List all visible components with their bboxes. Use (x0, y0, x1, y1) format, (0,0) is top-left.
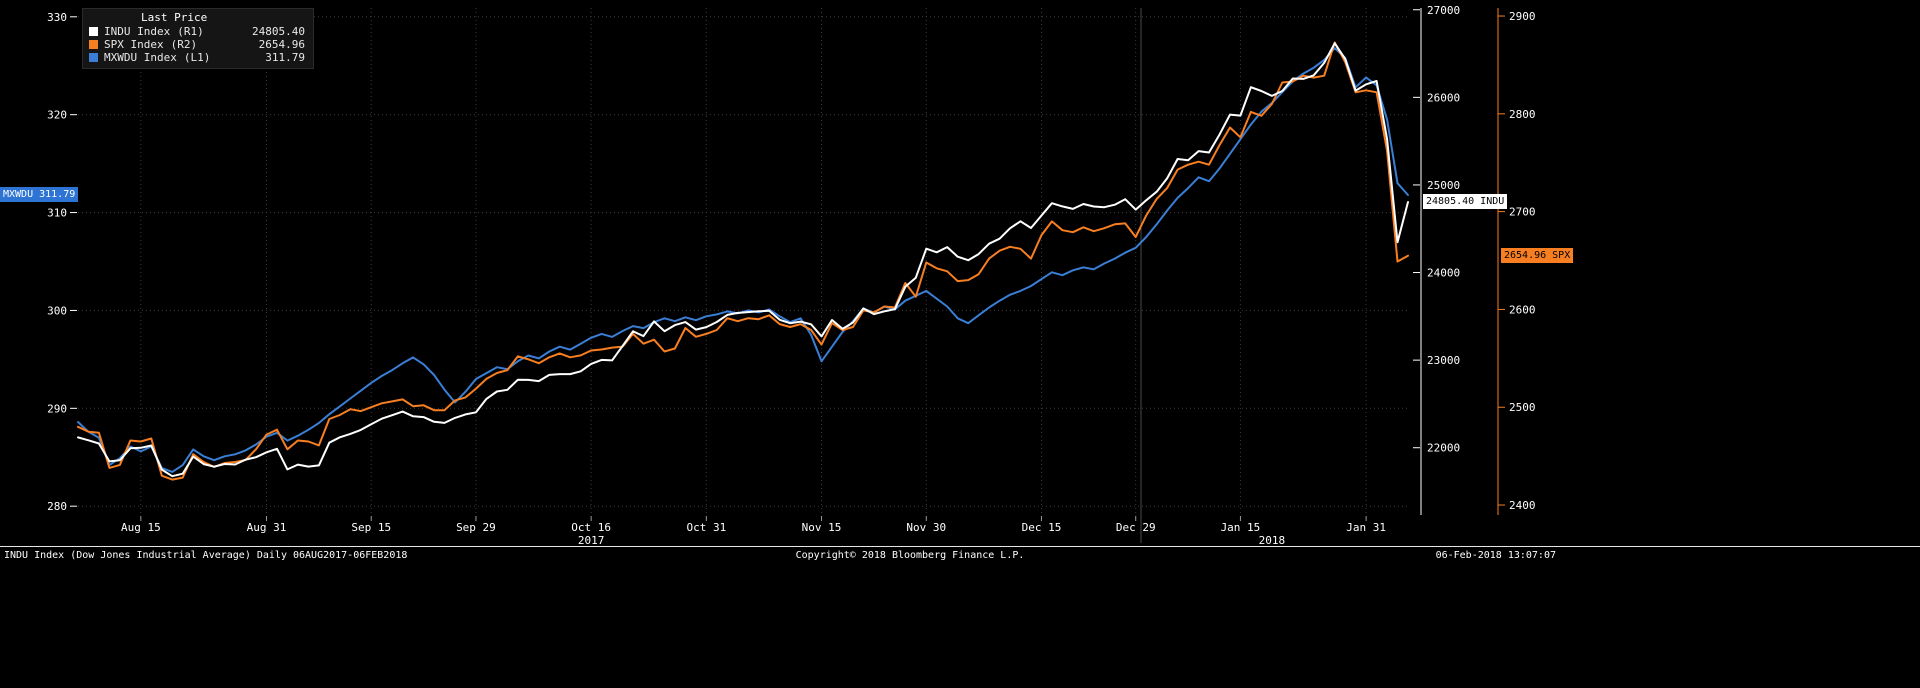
svg-text:2500: 2500 (1509, 401, 1536, 414)
svg-text:2700: 2700 (1509, 206, 1536, 219)
svg-text:2900: 2900 (1509, 10, 1536, 23)
svg-text:Nov 15: Nov 15 (802, 521, 842, 534)
svg-text:320: 320 (47, 109, 67, 122)
gridlines (78, 8, 1408, 515)
footer-description: INDU Index (Dow Jones Industrial Average… (4, 550, 408, 561)
svg-text:Oct 31: Oct 31 (686, 521, 726, 534)
svg-text:Sep 15: Sep 15 (351, 521, 391, 534)
svg-text:Aug 15: Aug 15 (121, 521, 161, 534)
svg-text:Sep 29: Sep 29 (456, 521, 496, 534)
svg-text:280: 280 (47, 500, 67, 513)
legend-axisref-spx: (R2) (170, 38, 198, 51)
legend-swatch-mxwdu-icon (89, 53, 98, 62)
svg-text:25000: 25000 (1427, 179, 1460, 192)
svg-text:2600: 2600 (1509, 303, 1536, 316)
legend-row-spx[interactable]: SPX Index (R2) 2654.96 (89, 38, 305, 51)
legend-swatch-indu-icon (89, 27, 98, 36)
svg-text:22000: 22000 (1427, 442, 1460, 455)
legend-row-mxwdu[interactable]: MXWDU Index (L1) 311.79 (89, 51, 305, 64)
svg-text:Aug 31: Aug 31 (247, 521, 287, 534)
legend-axisref-mxwdu: (L1) (183, 51, 211, 64)
spx-line (77, 41, 1409, 481)
indu-line (77, 42, 1409, 478)
svg-text:2400: 2400 (1509, 499, 1536, 512)
svg-text:Oct 16: Oct 16 (571, 521, 611, 534)
svg-text:26000: 26000 (1427, 91, 1460, 104)
svg-text:300: 300 (47, 304, 67, 317)
svg-text:330: 330 (47, 11, 67, 24)
svg-text:290: 290 (47, 402, 67, 415)
legend-label-spx: SPX Index (104, 38, 164, 51)
footer-copyright: Copyright© 2018 Bloomberg Finance L.P. (795, 550, 1025, 561)
spx-price-badge: 2654.96 SPX (1501, 248, 1574, 263)
svg-text:310: 310 (47, 207, 67, 220)
indu-price-badge: 24805.40 INDU (1423, 194, 1508, 209)
legend-value-spx: 2654.96 (258, 38, 305, 51)
svg-text:Dec 15: Dec 15 (1022, 521, 1062, 534)
svg-text:Nov 30: Nov 30 (906, 521, 946, 534)
legend-title: Last Price (141, 11, 208, 24)
svg-text:2018: 2018 (1259, 534, 1286, 547)
right-axis-r1: 27000 26000 25000 24000 23000 22000 (1413, 4, 1460, 515)
legend-value-indu: 24805.40 (252, 25, 305, 38)
svg-text:23000: 23000 (1427, 354, 1460, 367)
svg-text:27000: 27000 (1427, 4, 1460, 17)
legend-row-indu[interactable]: INDU Index (R1) 24805.40 (89, 25, 305, 38)
mxwdu-price-badge: MXWDU 311.79 (0, 187, 79, 202)
svg-text:2017: 2017 (578, 534, 605, 547)
legend-axisref-indu: (R1) (177, 25, 204, 38)
svg-text:Jan 15: Jan 15 (1221, 521, 1261, 534)
legend-label-mxwdu: MXWDU Index (104, 51, 177, 64)
x-axis: Aug 15 Aug 31 Sep 15 Sep 29 Oct 16 Oct 31 Nov … (121, 516, 1386, 547)
legend-value-mxwdu: 311.79 (265, 51, 305, 64)
left-axis-l1: 330 320 310 300 290 280 (47, 11, 77, 513)
legend-label-indu: INDU Index (104, 25, 171, 38)
svg-text:2800: 2800 (1509, 108, 1536, 121)
footer-timestamp: 06-Feb-2018 13:07:07 (1435, 550, 1556, 561)
svg-text:24000: 24000 (1427, 267, 1460, 280)
svg-text:Dec 29: Dec 29 (1116, 521, 1156, 534)
svg-text:Jan 31: Jan 31 (1346, 521, 1386, 534)
legend-swatch-spx-icon (89, 40, 98, 49)
footer-divider (0, 546, 1920, 547)
chart-legend[interactable]: Last Price INDU Index (R1) 24805.40 SPX … (82, 8, 314, 69)
right-axis-r2: 2900 2800 2700 2600 2500 2400 (1497, 8, 1536, 515)
